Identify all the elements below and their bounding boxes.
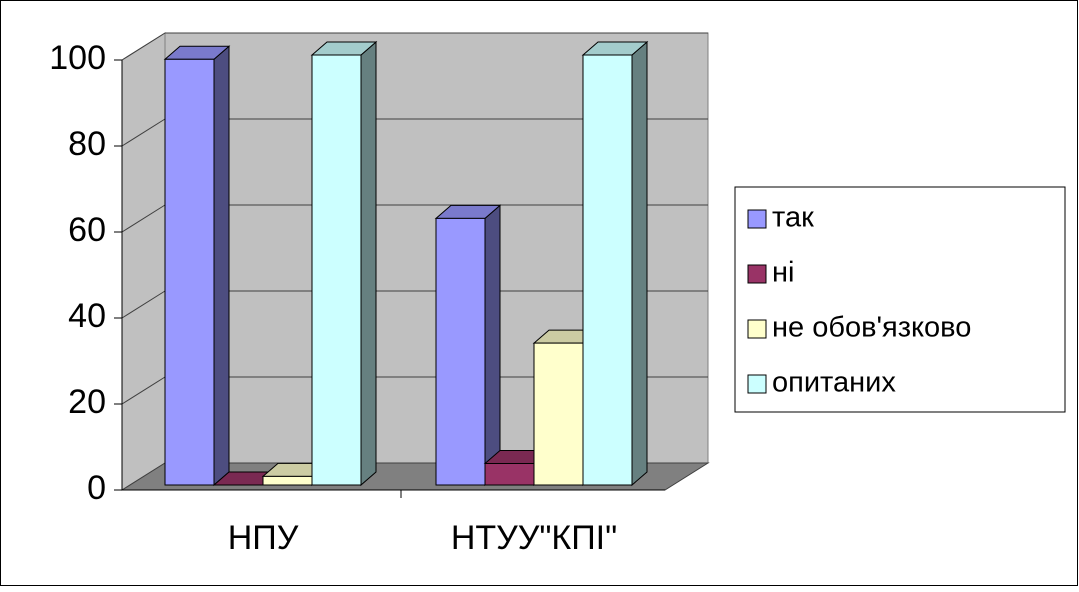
bar-side xyxy=(484,204,501,487)
grid-line xyxy=(121,290,166,319)
grid-line xyxy=(121,204,166,233)
grid-line xyxy=(121,376,166,405)
legend-swatch xyxy=(747,374,767,394)
x-tick-label: НТУУ"КПІ" xyxy=(451,519,617,557)
bar-side xyxy=(631,40,648,487)
legend-swatch xyxy=(747,264,767,284)
legend-label: опитаних xyxy=(772,367,896,399)
bar xyxy=(262,475,313,486)
bar xyxy=(164,58,215,486)
bar xyxy=(484,463,535,486)
bar xyxy=(435,217,486,486)
bar-side xyxy=(360,40,377,487)
y-tick-label: 20 xyxy=(68,383,106,421)
y-tick-label: 60 xyxy=(68,211,106,249)
y-tick-label: 100 xyxy=(49,39,106,77)
bar xyxy=(582,54,633,486)
y-tick-label: 80 xyxy=(68,125,106,163)
y-tick-label: 40 xyxy=(68,297,106,335)
legend-swatch xyxy=(747,209,767,229)
legend-label: ні xyxy=(772,257,794,289)
legend-swatch xyxy=(747,319,767,339)
side-wall xyxy=(121,32,166,491)
legend-label: не обов'язково xyxy=(772,312,971,344)
bar-side xyxy=(213,45,230,487)
legend xyxy=(734,186,1066,413)
y-tick-label: 0 xyxy=(87,469,106,507)
grid-line xyxy=(121,32,166,61)
bar xyxy=(533,342,584,486)
grid-line xyxy=(121,118,166,147)
bar xyxy=(311,54,362,486)
x-tick-label: НПУ xyxy=(228,519,299,557)
legend-label: так xyxy=(772,202,814,234)
